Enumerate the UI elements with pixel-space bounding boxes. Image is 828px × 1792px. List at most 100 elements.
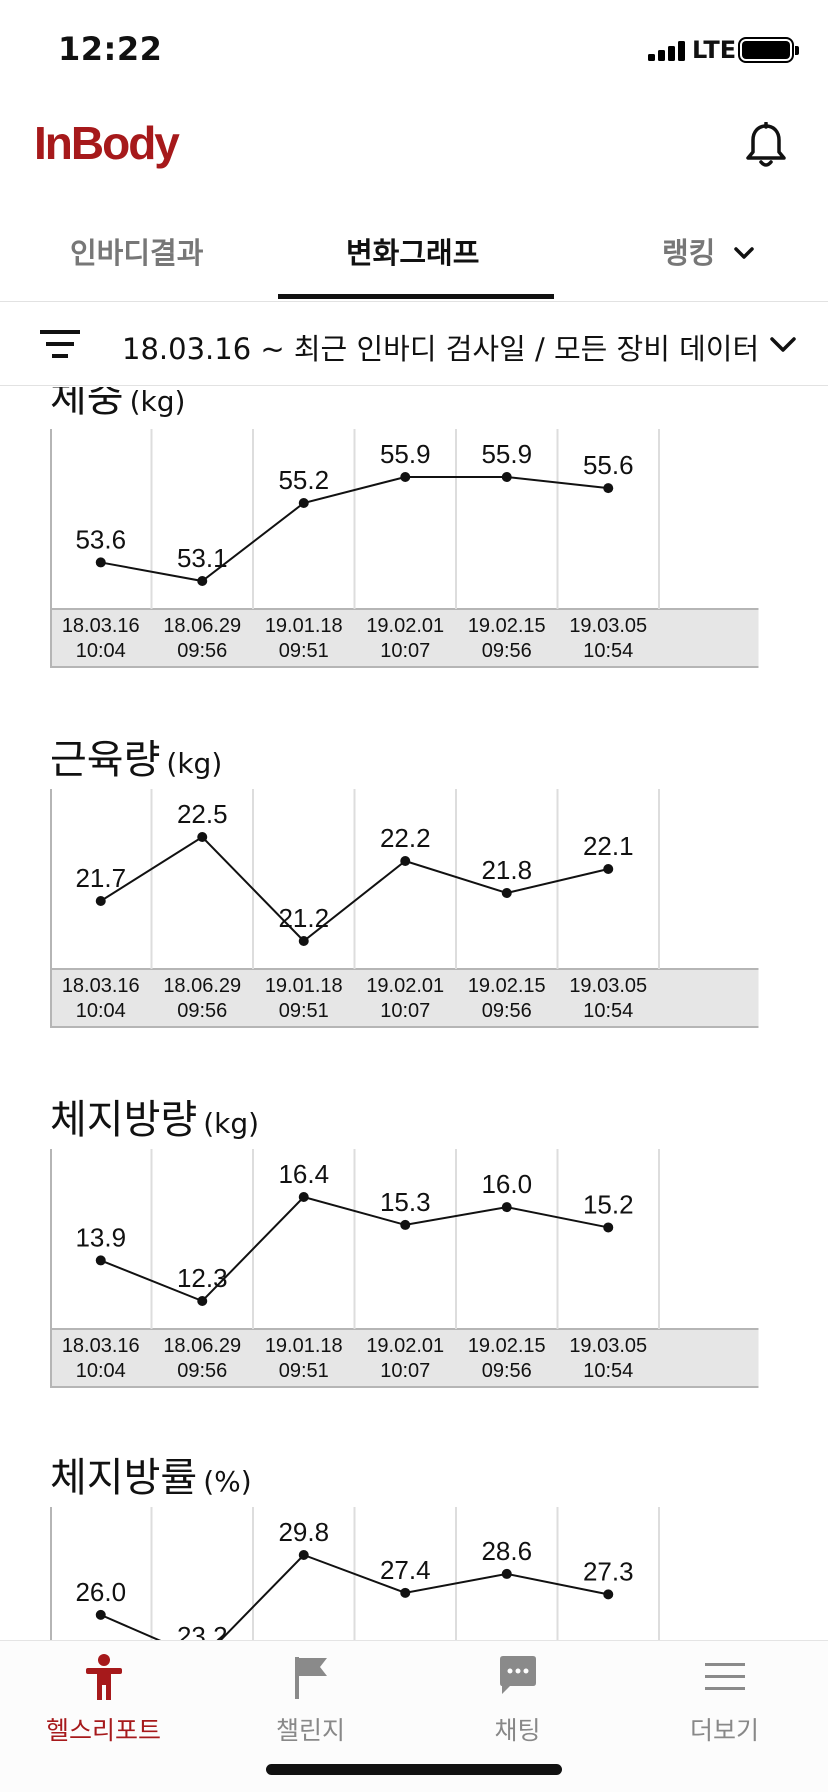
nav-more[interactable]: 더보기 [621,1641,828,1761]
x-tick-date: 19.01.18 [265,1335,343,1357]
flag-icon [295,1657,327,1699]
chevron-down-icon[interactable] [768,330,798,360]
x-tick-time: 10:04 [76,640,126,662]
nav-chat[interactable]: 채팅 [414,1641,621,1761]
data-point [95,1255,106,1266]
data-point [400,856,411,866]
x-axis-band [50,969,759,1027]
data-label: 23.2 [177,1621,228,1640]
body-fat-mass-chart: 13.9 18.03.16 10:04 12.3 18.06.29 09:56 16.4 19… [50,1149,759,1388]
chevron-down-icon[interactable] [733,242,755,264]
data-label: 21.8 [481,855,532,885]
data-label: 16.4 [278,1159,329,1189]
signal-icon [648,41,688,61]
data-point [603,864,614,874]
x-tick-date: 18.03.16 [62,975,140,997]
x-tick-date: 19.03.05 [569,615,647,637]
data-label: 15.3 [380,1187,431,1217]
data-point [400,472,411,482]
tab-bar: 인바디결과 변화그래프 랭킹 [0,200,828,302]
data-point [603,1589,614,1600]
filter-summary[interactable]: 18.03.16 ~ 최근 인바디 검사일 / 모든 장비 데이터 [122,332,760,366]
series-line [100,476,609,583]
chart-title-body-fat-mass: 체지방량 (kg) [50,1087,259,1145]
chart-title-muscle: 근육량 (kg) [50,727,222,785]
x-tick-date: 19.02.01 [366,1335,444,1357]
tab-inbody-results[interactable]: 인바디결과 [70,236,204,270]
x-tick-date: 19.02.01 [366,975,444,997]
carrier-label: LTE [692,36,737,64]
active-tab-indicator [278,294,554,299]
chart-title-text: 체지방량 [50,1097,198,1143]
x-tick-date: 19.02.15 [468,615,546,637]
data-point [298,1192,309,1202]
nav-health-report[interactable]: 헬스리포트 [0,1641,207,1761]
home-indicator [266,1764,562,1775]
x-tick-time: 10:07 [380,1360,430,1382]
nav-label: 채팅 [494,1716,541,1745]
x-tick-time: 10:04 [76,1360,126,1382]
x-tick-time: 10:54 [583,640,633,662]
tab-ranking[interactable]: 랭킹 [662,236,716,270]
data-label: 12.3 [177,1263,228,1293]
body-fat-percent-chart: 26.018.03.1610:0423.218.06.2909:5629.819… [50,1507,660,1640]
weight-chart: 53.6 18.03.16 10:04 53.1 18.06.29 09:56 55.2 19… [50,429,759,668]
chart-unit: (kg) [166,747,223,780]
x-tick-time: 09:56 [177,1000,227,1022]
data-point [501,888,512,898]
x-tick-time: 09:56 [177,640,227,662]
battery-icon [738,37,799,63]
data-label: 29.8 [278,1517,329,1547]
data-point [501,472,512,482]
data-label: 22.1 [583,831,634,861]
chart-unit: (kg) [129,387,186,418]
data-point [400,1587,411,1598]
data-point [95,1609,106,1620]
data-point [298,936,309,946]
x-tick-time: 09:51 [279,640,329,662]
nav-label: 더보기 [689,1716,759,1745]
data-label: 27.3 [583,1556,634,1586]
data-label: 22.2 [380,823,431,853]
chart-unit: (%) [203,1465,252,1498]
filter-bar[interactable]: 18.03.16 ~ 최근 인바디 검사일 / 모든 장비 데이터 [0,302,828,386]
data-point [95,896,106,906]
muscle-chart: 21.7 18.03.16 10:04 22.5 18.06.29 09:56 21.2 19… [50,789,759,1028]
chart-list[interactable]: 체중 (kg) 53.6 18.03.16 10:04 53.1 18.06.29 09:5… [0,387,828,1640]
inbody-logo: InBody [34,117,180,169]
data-point [501,1202,512,1213]
menu-icon [705,1663,745,1690]
x-tick-time: 09:56 [177,1360,227,1382]
data-point [298,498,309,508]
x-tick-date: 18.06.29 [163,615,241,637]
x-tick-date: 18.03.16 [62,615,140,637]
x-tick-date: 19.02.15 [468,1335,546,1357]
status-bar: 12:22 LTE [0,0,828,100]
data-point [603,483,614,494]
nav-challenge[interactable]: 챌린지 [207,1641,414,1761]
x-tick-date: 19.03.05 [569,975,647,997]
app-header: InBody [0,100,828,200]
series-line [100,1195,609,1303]
chart-title-body-fat-percent: 체지방률 (%) [50,1445,252,1503]
tab-change-graph[interactable]: 변화그래프 [346,236,480,270]
series-line [100,835,609,943]
x-tick-time: 10:07 [380,1000,430,1022]
data-label: 55.2 [278,465,329,495]
data-point [400,1219,411,1230]
x-tick-date: 19.01.18 [265,615,343,637]
filter-icon[interactable] [40,330,84,358]
chart-unit: (kg) [203,1107,260,1140]
data-label: 21.7 [75,863,126,893]
bell-icon[interactable] [744,122,788,170]
person-icon [86,1654,122,1700]
data-label: 53.6 [75,524,126,554]
data-label: 22.5 [177,799,228,829]
data-point [197,576,208,586]
data-point [95,557,106,568]
data-label: 26.0 [75,1577,126,1607]
data-label: 55.9 [481,439,532,469]
nav-label: 헬스리포트 [45,1716,161,1745]
data-label: 55.6 [583,450,634,480]
data-point [197,1296,208,1306]
